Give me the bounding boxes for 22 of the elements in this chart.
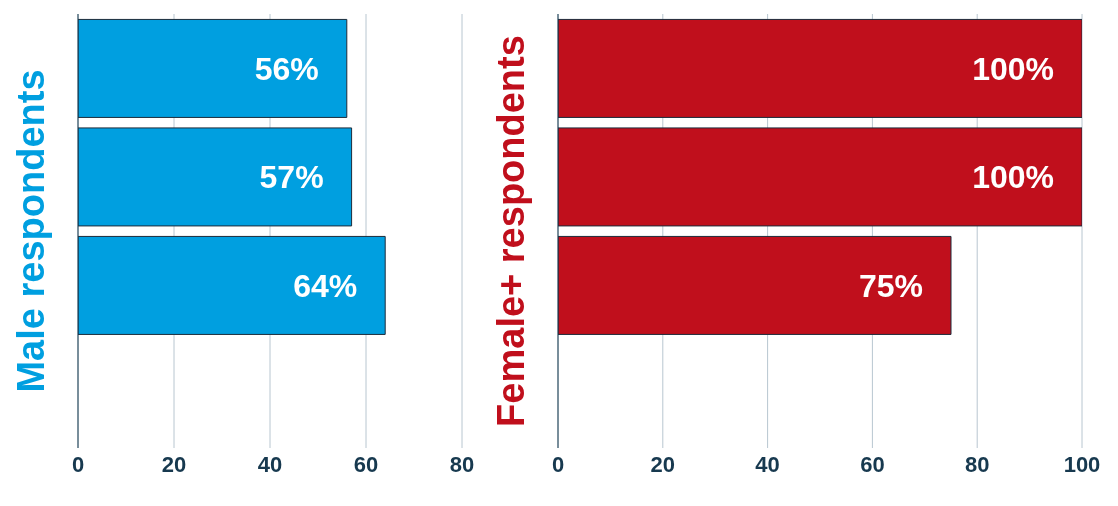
y-axis-title: Female+ respondents bbox=[490, 35, 533, 427]
bar bbox=[78, 235, 386, 335]
bar bbox=[78, 18, 348, 118]
y-axis-title: Male respondents bbox=[10, 69, 53, 393]
data-label: 57% bbox=[259, 159, 324, 196]
x-tick-label: 40 bbox=[257, 451, 283, 477]
x-tick-label: 60 bbox=[860, 451, 885, 477]
x-tick-label: 100 bbox=[1063, 451, 1101, 477]
x-tick-label: 20 bbox=[161, 451, 187, 477]
x-tick-label: 40 bbox=[755, 451, 780, 477]
x-tick-label: 0 bbox=[551, 451, 565, 477]
x-tick-label: 60 bbox=[353, 451, 379, 477]
x-tick-label: 80 bbox=[964, 451, 990, 477]
data-label: 100% bbox=[972, 159, 1054, 196]
x-tick-label: 0 bbox=[71, 451, 85, 477]
data-label: 64% bbox=[293, 267, 358, 304]
data-label: 56% bbox=[254, 50, 319, 87]
bar bbox=[78, 127, 353, 227]
data-label: 100% bbox=[972, 50, 1054, 87]
x-tick-label: 20 bbox=[650, 451, 676, 477]
data-label: 75% bbox=[858, 267, 923, 304]
x-tick-label: 80 bbox=[449, 451, 475, 477]
